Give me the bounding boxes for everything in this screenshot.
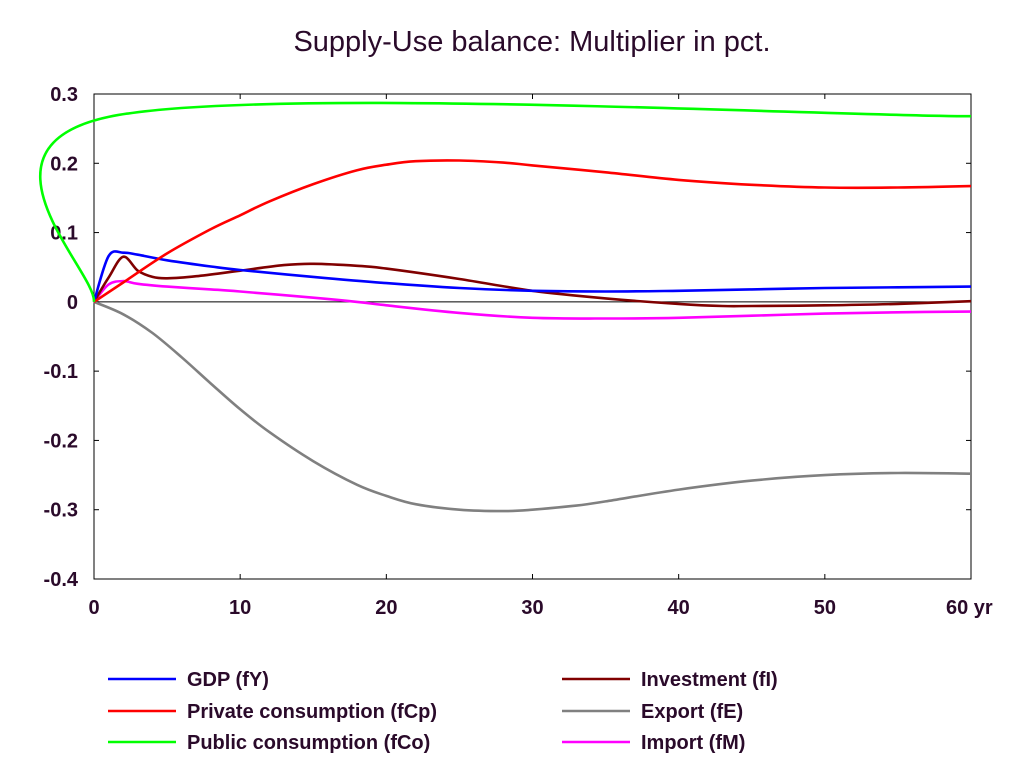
y-tick-label: 0 bbox=[67, 292, 78, 314]
y-tick-label: -0.3 bbox=[44, 500, 78, 522]
x-tick-label: 10 bbox=[229, 597, 251, 619]
y-axis: 0.30.20.10-0.1-0.2-0.3-0.4 bbox=[44, 84, 971, 591]
x-tick-label: 30 bbox=[521, 597, 543, 619]
x-tick-label: 40 bbox=[668, 597, 690, 619]
series-line-investment bbox=[92, 255, 972, 308]
series-group bbox=[38, 101, 972, 513]
legend-label-private-consumption: Private consumption (fCp) bbox=[187, 701, 437, 723]
x-tick-label: 20 bbox=[375, 597, 397, 619]
series-line-gdp bbox=[92, 250, 972, 303]
legend-label-import: Import (fM) bbox=[641, 732, 745, 754]
y-tick-label: 0.3 bbox=[50, 84, 78, 106]
series-line-public-consumption bbox=[38, 101, 972, 302]
y-tick-label: 0.2 bbox=[50, 153, 78, 175]
x-tick-label: 50 bbox=[814, 597, 836, 619]
x-tick-label: 0 bbox=[88, 597, 99, 619]
legend-label-public-consumption: Public consumption (fCo) bbox=[187, 732, 430, 754]
legend-label-gdp: GDP (fY) bbox=[187, 669, 269, 691]
x-tick-label: 60 yr bbox=[946, 597, 993, 619]
legend-label-export: Export (fE) bbox=[641, 701, 743, 723]
y-tick-label: -0.1 bbox=[44, 361, 78, 383]
y-tick-label: -0.4 bbox=[44, 569, 79, 591]
series-line-import bbox=[92, 279, 972, 320]
legend-label-investment: Investment (fI) bbox=[641, 669, 778, 691]
x-axis: 0 10 20 30 40 50 60 yr bbox=[88, 94, 993, 619]
y-tick-label: -0.2 bbox=[44, 430, 78, 452]
series-line-private-consumption bbox=[93, 159, 972, 303]
legend: GDP (fY) Private consumption (fCp) Public … bbox=[108, 669, 778, 754]
series-line-export bbox=[93, 300, 972, 513]
plot-frame bbox=[93, 93, 972, 580]
chart-title: Supply-Use balance: Multiplier in pct. bbox=[293, 26, 770, 58]
